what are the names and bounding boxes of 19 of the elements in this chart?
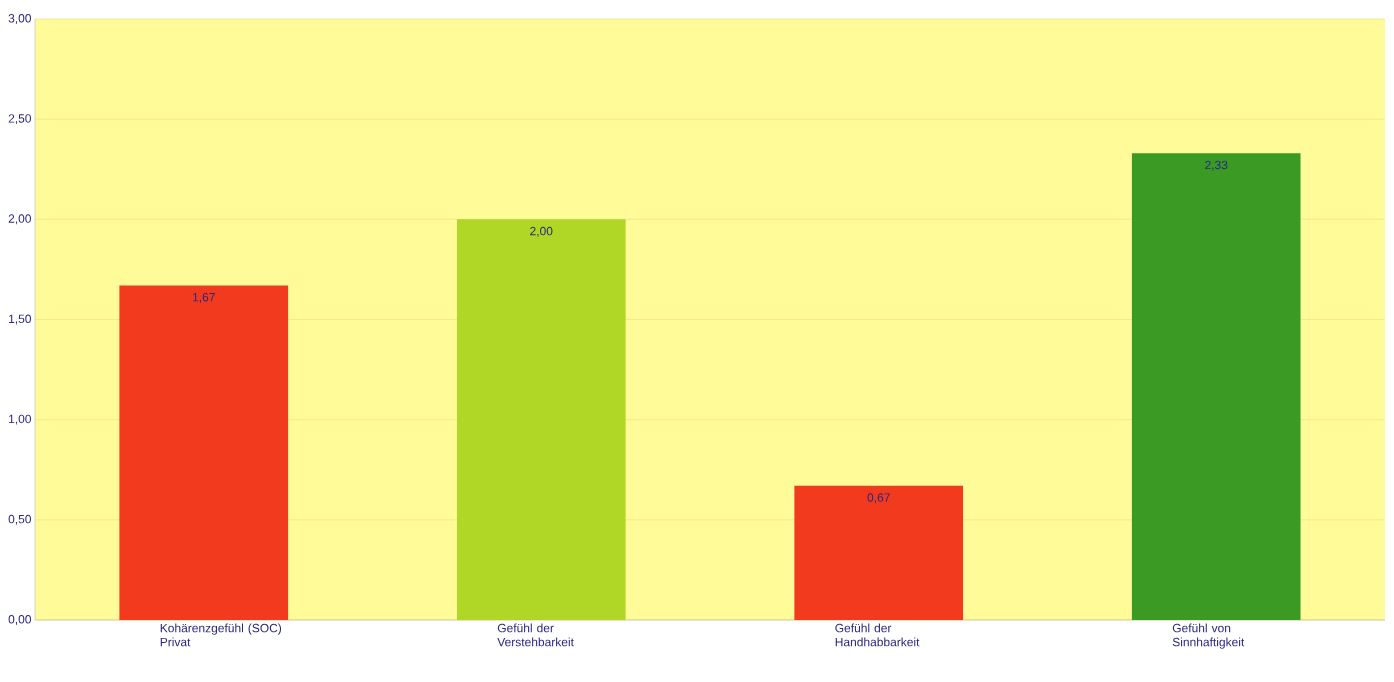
data-label: 2,33 [1205, 160, 1228, 171]
y-tick-label: 1,50 [9, 314, 32, 325]
y-tick-label: 1,00 [9, 414, 32, 425]
x-tick-label: Gefühl der Handhabbarkeit [835, 623, 920, 647]
x-tick-label: Gefühl der Verstehbarkeit [497, 623, 574, 647]
y-tick-label: 0,00 [8, 615, 32, 625]
data-label: 0,67 [867, 493, 890, 504]
bar [794, 485, 964, 620]
bar [456, 219, 626, 620]
data-label: 1,67 [192, 292, 215, 303]
bar [119, 285, 289, 620]
y-tick-label: 2,50 [8, 114, 32, 125]
y-tick-label: 2,00 [8, 214, 32, 225]
y-tick-label: 0,50 [8, 514, 32, 525]
x-tick-label: Gefühl von Sinnhaftigkeit [1172, 623, 1245, 649]
x-tick-label: Kohärenzgefühl (SOC) Privat [160, 623, 282, 647]
bar [1131, 153, 1301, 620]
data-label: 2,00 [530, 226, 553, 237]
y-tick-label: 3,00 [8, 14, 32, 24]
